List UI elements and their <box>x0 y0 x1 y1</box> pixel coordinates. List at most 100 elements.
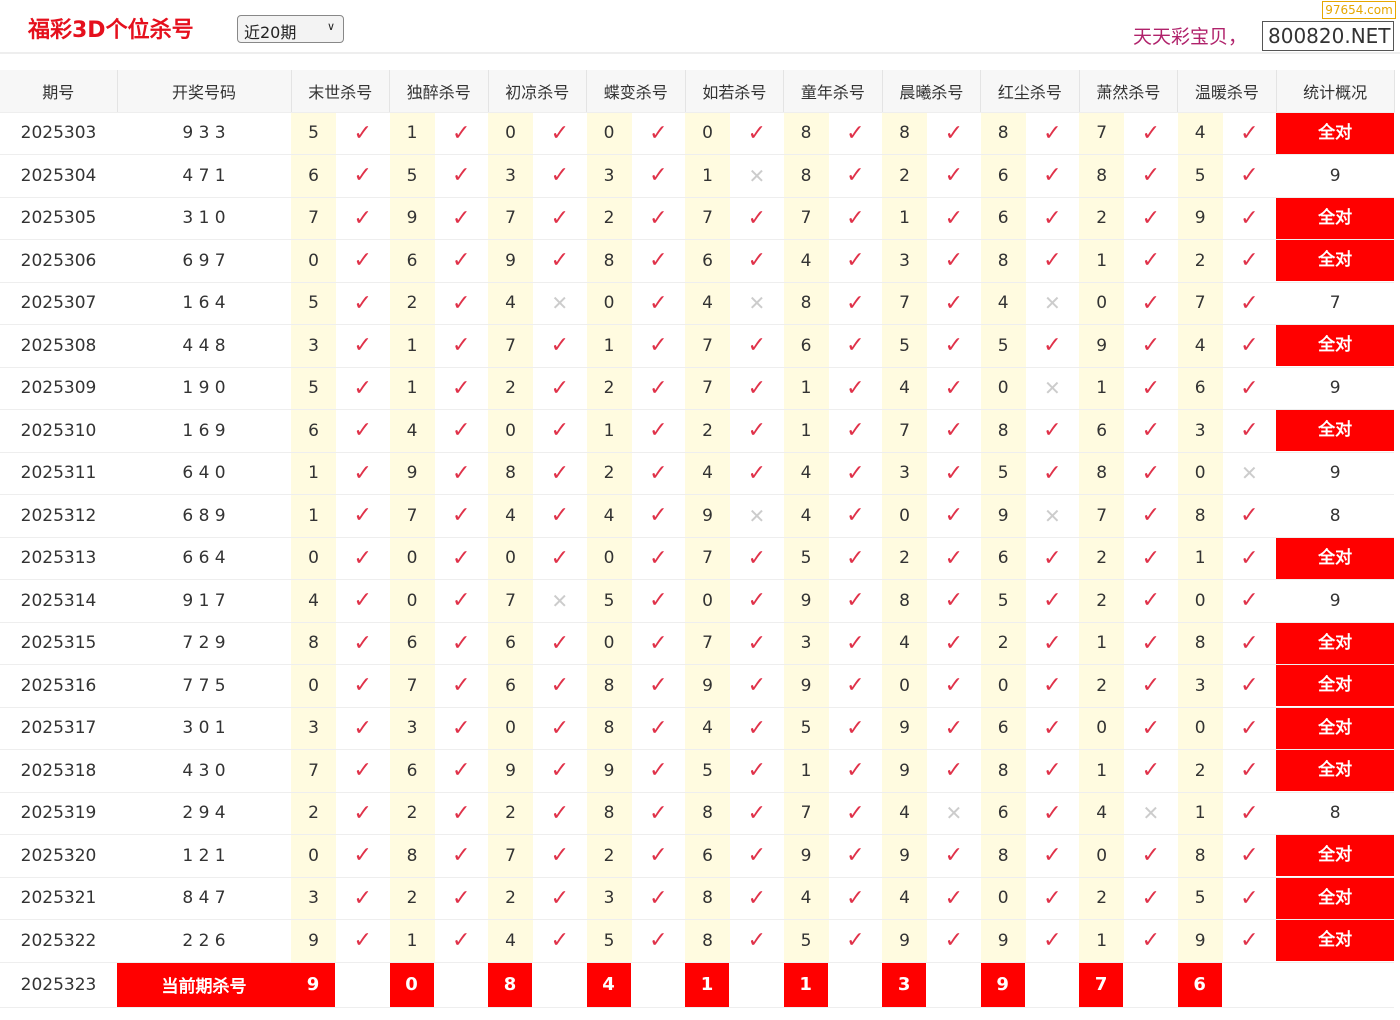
stat-cell: 9 <box>1276 367 1395 410</box>
kill-number-cell: 9 <box>882 834 928 878</box>
check-icon: ✓ <box>631 112 686 155</box>
period-select-value: 近20期 <box>244 23 297 42</box>
kill-number-cell: 3 <box>586 877 632 920</box>
kill-number-cell: 8 <box>783 112 829 155</box>
kill-number-cell: 9 <box>488 239 534 283</box>
kill-number-cell: 1 <box>586 324 632 368</box>
cross-icon: ✕ <box>927 792 981 835</box>
stat-cell-empty <box>1276 962 1395 1008</box>
column-header: 期号 <box>0 70 118 113</box>
kill-number-cell: 0 <box>980 664 1026 708</box>
stat-cell: 全对 <box>1276 537 1395 580</box>
stat-cell: 7 <box>1276 282 1395 325</box>
check-icon: ✓ <box>1124 112 1178 155</box>
check-icon: ✓ <box>927 197 981 240</box>
kill-number-cell: 0 <box>685 112 731 155</box>
check-icon: ✓ <box>1222 197 1277 240</box>
period-cell: 2025305 <box>0 197 117 240</box>
table-header: 期号 开奖号码 末世杀号 独醉杀号 初凉杀号 蝶变杀号 如若杀号 童年杀号 晨曦杀号 红尘杀号 萧然… <box>0 70 1395 113</box>
check-icon: ✓ <box>1222 664 1277 708</box>
kill-number-cell: 7 <box>685 197 731 240</box>
check-icon: ✓ <box>336 707 390 750</box>
check-icon: ✓ <box>828 282 883 325</box>
kill-number-cell: 0 <box>291 664 336 708</box>
all-correct-badge: 全对 <box>1276 240 1395 282</box>
kill-number-cell: 6 <box>488 664 534 708</box>
check-icon: ✓ <box>631 834 686 878</box>
check-icon: ✓ <box>336 367 390 410</box>
check-icon: ✓ <box>631 749 686 793</box>
column-header: 温暖杀号 <box>1177 70 1277 113</box>
kill-number-cell: 3 <box>291 707 336 750</box>
check-icon: ✓ <box>828 792 883 835</box>
kill-number-cell: 2 <box>291 792 336 835</box>
current-kill-cell: 1 <box>783 962 883 1008</box>
kill-number-cell: 6 <box>685 834 731 878</box>
check-icon: ✓ <box>828 834 883 878</box>
current-kill-number: 9 <box>980 962 1025 1007</box>
kill-number-cell: 1 <box>882 197 928 240</box>
kill-number-cell: 7 <box>291 749 336 793</box>
period-cell: 2025323 <box>0 962 117 1008</box>
check-icon: ✓ <box>927 707 981 750</box>
period-select[interactable]: 近20期 ∨ <box>237 15 344 43</box>
check-icon: ✓ <box>631 919 686 963</box>
column-header: 末世杀号 <box>291 70 391 113</box>
check-icon: ✓ <box>730 664 784 708</box>
current-kill-cell: 6 <box>1177 962 1277 1008</box>
stat-cell: 9 <box>1276 452 1395 495</box>
stat-cell: 全对 <box>1276 707 1395 750</box>
check-icon: ✓ <box>828 749 883 793</box>
draw-number-cell: 3 1 0 <box>117 197 291 240</box>
kill-number-cell: 2 <box>1079 197 1125 240</box>
check-icon: ✓ <box>1222 877 1277 920</box>
check-icon: ✓ <box>730 112 784 155</box>
check-icon: ✓ <box>828 197 883 240</box>
kill-number-cell: 7 <box>685 622 731 665</box>
kill-number-cell: 8 <box>685 877 731 920</box>
check-icon: ✓ <box>730 749 784 793</box>
kill-number-cell: 0 <box>488 707 534 750</box>
kill-number-cell: 5 <box>1177 877 1223 920</box>
current-kill-cell: 3 <box>882 962 981 1008</box>
check-icon: ✓ <box>1124 579 1178 623</box>
period-cell: 2025303 <box>0 112 117 155</box>
check-icon: ✓ <box>730 239 784 283</box>
check-icon: ✓ <box>1222 239 1277 283</box>
kill-number-cell: 0 <box>1177 579 1223 623</box>
kill-number-cell: 5 <box>783 707 829 750</box>
cross-icon: ✕ <box>1025 494 1080 538</box>
kill-number-cell: 7 <box>783 792 829 835</box>
kill-number-cell: 4 <box>291 579 336 623</box>
kill-number-cell: 4 <box>882 877 928 920</box>
check-icon: ✓ <box>927 877 981 920</box>
check-icon: ✓ <box>927 494 981 538</box>
check-icon: ✓ <box>1124 409 1178 453</box>
check-icon: ✓ <box>1124 452 1178 495</box>
check-icon: ✓ <box>828 494 883 538</box>
kill-number-cell: 2 <box>488 367 534 410</box>
table-row: 2025304 4 7 1 6 ✓ 5 ✓ 3 ✓ 3 ✓ 1 ✕ 8 ✓ 2 ✓ 6 ✓ 8 ✓ 5 ✓ 9 <box>0 154 1395 198</box>
check-icon: ✓ <box>631 707 686 750</box>
column-header: 红尘杀号 <box>980 70 1080 113</box>
period-cell: 2025310 <box>0 409 117 453</box>
kill-number-cell: 7 <box>685 537 731 580</box>
check-icon: ✓ <box>631 622 686 665</box>
table-row: 2025316 7 7 5 0 ✓ 7 ✓ 6 ✓ 8 ✓ 9 ✓ 9 ✓ 0 ✓ 0 ✓ 2 ✓ 3 ✓ 全对 <box>0 664 1395 708</box>
check-icon: ✓ <box>533 537 587 580</box>
check-icon: ✓ <box>1222 792 1277 835</box>
kill-number-cell: 3 <box>1177 664 1223 708</box>
check-icon: ✓ <box>1025 664 1080 708</box>
check-icon: ✓ <box>434 112 489 155</box>
current-kill-number: 8 <box>488 962 533 1007</box>
kill-number-cell: 5 <box>586 919 632 963</box>
check-icon: ✓ <box>434 792 489 835</box>
check-icon: ✓ <box>828 239 883 283</box>
check-icon: ✓ <box>730 919 784 963</box>
all-correct-badge: 全对 <box>1276 622 1395 664</box>
period-cell: 2025318 <box>0 749 117 793</box>
period-cell: 2025313 <box>0 537 117 580</box>
period-cell: 2025306 <box>0 239 117 283</box>
check-icon: ✓ <box>434 494 489 538</box>
check-icon: ✓ <box>730 579 784 623</box>
